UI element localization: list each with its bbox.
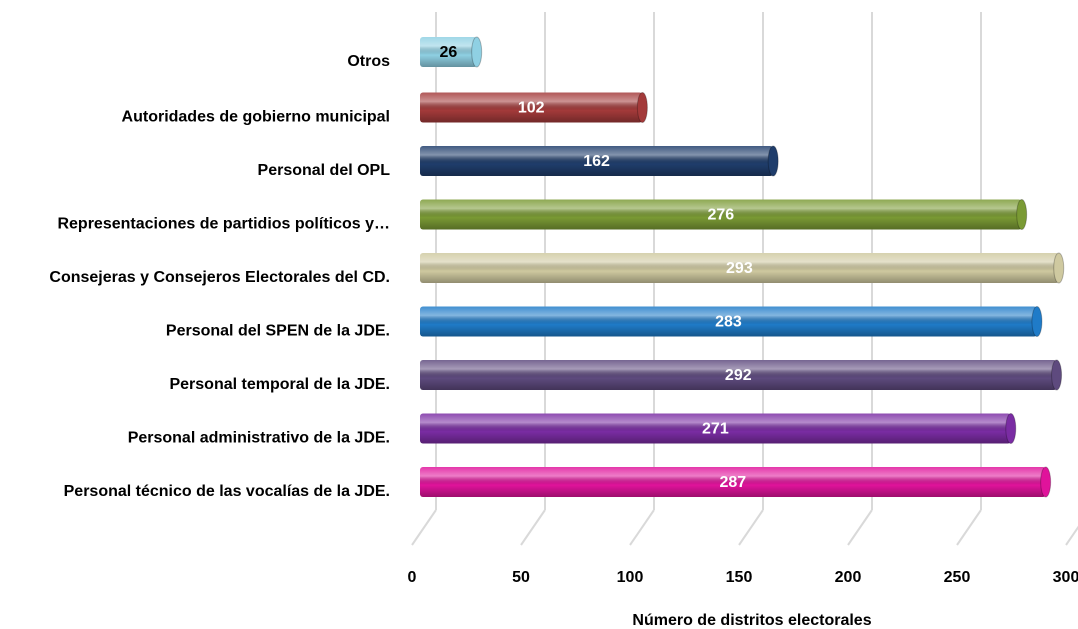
bar-shine: [420, 92, 643, 123]
y-tick-label: Personal temporal de la JDE.: [169, 376, 390, 393]
floor-line: [847, 509, 873, 546]
y-tick-label: Autoridades de gobierno municipal: [122, 109, 390, 126]
bar-cap: [1051, 359, 1063, 391]
value-label: 293: [726, 260, 753, 277]
value-label: 292: [725, 367, 752, 384]
value-label: 26: [439, 44, 457, 61]
y-tick-label: Personal del OPL: [258, 162, 391, 179]
x-axis-title: Número de distritos electorales: [632, 612, 871, 629]
x-tick-label: 300: [1053, 569, 1078, 586]
x-tick-label: 50: [512, 569, 530, 586]
bar-cap: [1016, 199, 1028, 230]
y-tick-label: Personal administrativo de la JDE.: [128, 430, 390, 447]
bar-shine: [420, 306, 1037, 337]
bar-cap: [471, 36, 483, 68]
y-tick-label: Personal técnico de las vocalías de la J…: [64, 483, 390, 500]
y-tick-label: Representaciones de partidios políticos …: [57, 216, 390, 233]
bar-cap: [1040, 466, 1052, 498]
bar-cap: [1005, 413, 1017, 444]
bar-shine: [420, 253, 1059, 283]
bar-shine: [420, 37, 477, 67]
value-label: 102: [518, 100, 545, 117]
floor-line: [411, 509, 437, 546]
y-tick-label: Consejeras y Consejeros Electorales del …: [49, 269, 390, 286]
floor-line: [629, 509, 655, 546]
bar-cap: [767, 145, 779, 177]
x-tick-label: 0: [408, 569, 417, 586]
floor-line: [520, 509, 546, 546]
y-tick-label: Otros: [347, 53, 390, 70]
x-tick-label: 250: [944, 569, 971, 586]
value-label: 162: [583, 153, 610, 170]
y-tick-label: Personal del SPEN de la JDE.: [166, 323, 390, 340]
floor-line: [1065, 525, 1078, 546]
value-label: 276: [707, 207, 734, 224]
bar-cap: [1031, 306, 1043, 337]
bar-cap: [636, 92, 648, 123]
x-tick-label: 200: [835, 569, 862, 586]
value-label: 287: [719, 474, 746, 491]
floor-line: [956, 509, 982, 546]
floor-line: [738, 509, 764, 546]
bar-cap: [1053, 252, 1065, 284]
bar-shine: [420, 467, 1046, 497]
bar-shine: [420, 413, 1011, 444]
x-tick-label: 100: [617, 569, 644, 586]
value-label: 283: [715, 314, 742, 331]
bar-shine: [420, 146, 774, 176]
bar-shine: [420, 199, 1022, 230]
value-label: 271: [702, 421, 729, 438]
x-tick-label: 150: [726, 569, 753, 586]
bar-shine: [420, 360, 1057, 390]
